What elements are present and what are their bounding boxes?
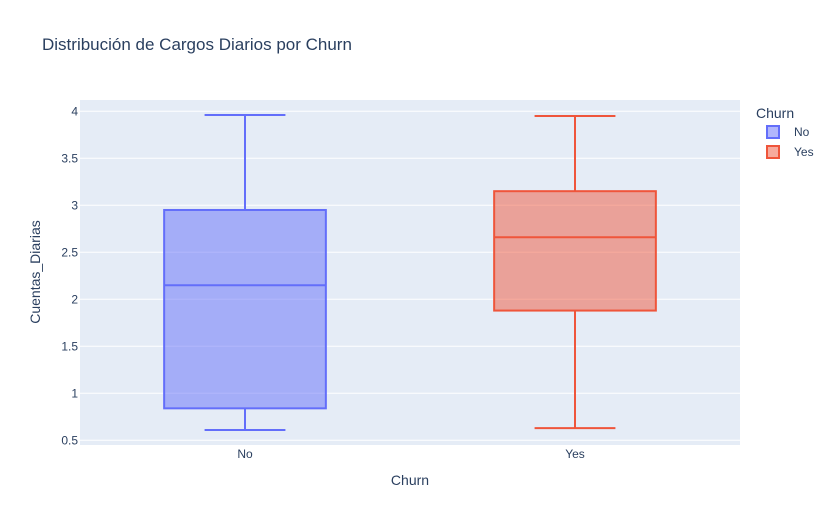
iqr-box [493, 190, 657, 312]
box-yes [493, 114, 657, 430]
iqr-box [163, 208, 327, 410]
y-tick-label: 2.5 [61, 245, 78, 259]
legend-swatch [766, 145, 780, 159]
y-tick-label: 3 [71, 198, 78, 212]
y-tick-labels: 0.5 1 1.5 2 2.5 3 3.5 4 [61, 104, 78, 447]
legend-label: No [794, 125, 810, 139]
legend-title: Churn [756, 105, 794, 121]
legend-item-yes[interactable]: Yes [766, 145, 814, 159]
x-tick-label: Yes [565, 447, 585, 461]
legend-item-no[interactable]: No [766, 125, 810, 139]
y-tick-label: 3.5 [61, 151, 78, 165]
y-tick-label: 0.5 [61, 433, 78, 447]
legend-swatch [766, 125, 780, 139]
x-tick-label: No [237, 447, 253, 461]
y-tick-label: 1 [71, 386, 78, 400]
x-axis-title: Churn [391, 472, 429, 488]
y-tick-label: 1.5 [61, 339, 78, 353]
legend: Churn No Yes [756, 105, 814, 159]
box-no [163, 114, 327, 431]
y-axis-title: Cuentas_Diarias [27, 220, 43, 324]
box-series [163, 114, 657, 431]
chart-title: Distribución de Cargos Diarios por Churn [42, 35, 352, 54]
y-tick-label: 4 [71, 104, 78, 118]
x-tick-labels: No Yes [237, 447, 584, 461]
y-tick-label: 2 [71, 292, 78, 306]
legend-label: Yes [794, 145, 814, 159]
